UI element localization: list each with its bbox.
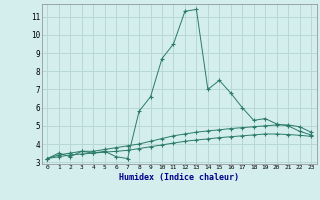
X-axis label: Humidex (Indice chaleur): Humidex (Indice chaleur) xyxy=(119,173,239,182)
